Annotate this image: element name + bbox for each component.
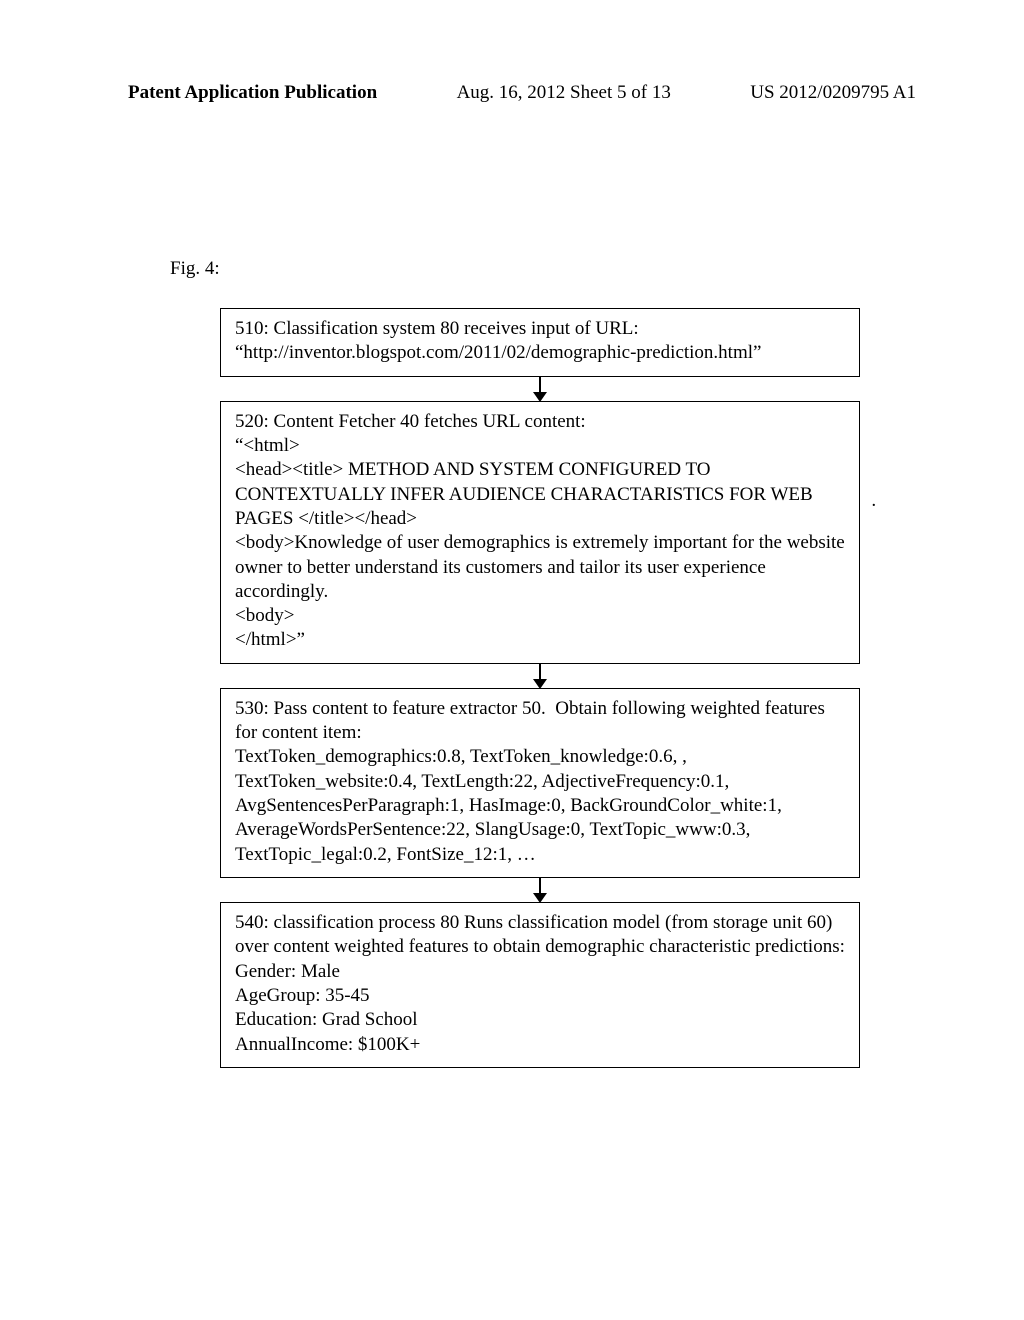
page: Patent Application Publication Aug. 16, … — [0, 0, 1024, 1320]
flow-node-510: 510: Classification system 80 receives i… — [220, 308, 860, 377]
flow-node-530: 530: Pass content to feature extractor 5… — [220, 688, 860, 878]
arrow-510-520 — [220, 376, 860, 402]
arrow-head-icon — [533, 893, 547, 903]
arrow-520-530 — [220, 663, 860, 689]
flowchart: 510: Classification system 80 receives i… — [220, 308, 860, 1068]
arrow-head-icon — [533, 679, 547, 689]
flow-node-530-text: 530: Pass content to feature extractor 5… — [235, 698, 830, 865]
flow-node-520-text: 520: Content Fetcher 40 fetches URL cont… — [235, 411, 850, 651]
header-left: Patent Application Publication — [128, 82, 377, 104]
margin-mark: · — [871, 494, 877, 518]
header-center: Aug. 16, 2012 Sheet 5 of 13 — [457, 82, 671, 104]
flow-node-510-text: 510: Classification system 80 receives i… — [235, 318, 761, 363]
arrow-530-540 — [220, 877, 860, 903]
header-right: US 2012/0209795 A1 — [750, 82, 916, 104]
flow-node-540-text: 540: classification process 80 Runs clas… — [235, 912, 845, 1055]
figure-label: Fig. 4: — [170, 258, 220, 280]
flow-node-520: 520: Content Fetcher 40 fetches URL cont… — [220, 401, 860, 664]
flow-node-540: 540: classification process 80 Runs clas… — [220, 902, 860, 1068]
page-header: Patent Application Publication Aug. 16, … — [0, 82, 1024, 104]
